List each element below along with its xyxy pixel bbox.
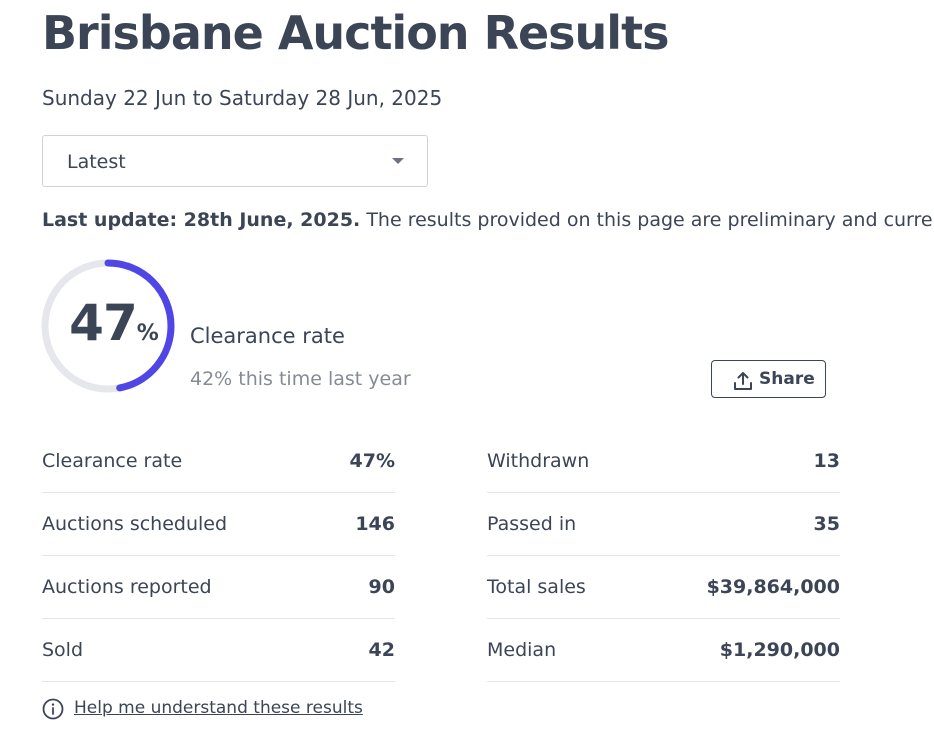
share-button-label: Share	[759, 369, 815, 389]
stat-row-median: Median $1,290,000	[487, 619, 840, 682]
stat-label: Median	[487, 639, 557, 661]
stat-row-auctions-reported: Auctions reported 90	[42, 556, 395, 619]
stat-label: Auctions reported	[42, 576, 212, 598]
stat-value: 47%	[349, 450, 395, 472]
stat-row-auctions-scheduled: Auctions scheduled 146	[42, 493, 395, 556]
stat-label: Clearance rate	[42, 450, 183, 472]
stat-label: Total sales	[487, 576, 586, 598]
clearance-gauge-value: 47%	[38, 294, 190, 352]
stat-value: 13	[813, 450, 840, 472]
stat-value: $1,290,000	[719, 639, 840, 661]
stats-table-right: Withdrawn 13 Passed in 35 Total sales $3…	[487, 430, 840, 682]
period-select[interactable]: Latest	[42, 135, 428, 187]
date-range: Sunday 22 Jun to Saturday 28 Jun, 2025	[42, 86, 443, 110]
clearance-last-year: 42% this time last year	[190, 368, 411, 390]
clearance-percent-sign: %	[136, 321, 159, 346]
stat-label: Passed in	[487, 513, 577, 535]
stat-label: Sold	[42, 639, 84, 661]
update-notice: Last update: 28th June, 2025. The result…	[42, 209, 934, 231]
stat-label: Auctions scheduled	[42, 513, 228, 535]
stat-value: 146	[355, 513, 395, 535]
stat-row-passed-in: Passed in 35	[487, 493, 840, 556]
stat-row-withdrawn: Withdrawn 13	[487, 430, 840, 493]
help-link[interactable]: Help me understand these results	[74, 698, 363, 718]
clearance-percent-number: 47	[69, 294, 138, 352]
caret-down-icon	[392, 158, 404, 164]
page-title: Brisbane Auction Results	[42, 6, 669, 60]
stat-row-clearance-rate: Clearance rate 47%	[42, 430, 395, 493]
stats-table-left: Clearance rate 47% Auctions scheduled 14…	[42, 430, 395, 682]
period-select-value: Latest	[67, 151, 126, 173]
stat-value: 90	[368, 576, 395, 598]
clearance-ring-fill	[41, 259, 175, 393]
info-icon	[42, 698, 64, 720]
share-upload-icon	[734, 372, 752, 390]
stat-row-sold: Sold 42	[42, 619, 395, 682]
stat-label: Withdrawn	[487, 450, 590, 472]
clearance-ring	[41, 259, 175, 393]
update-notice-text: The results provided on this page are pr…	[366, 209, 934, 231]
clearance-rate-label: Clearance rate	[190, 324, 345, 348]
update-notice-date: Last update: 28th June, 2025.	[42, 209, 361, 231]
clearance-gauge: 47%	[38, 256, 178, 396]
stat-value: 42	[368, 639, 395, 661]
stat-value: 35	[813, 513, 840, 535]
stat-row-total-sales: Total sales $39,864,000	[487, 556, 840, 619]
stat-value: $39,864,000	[706, 576, 840, 598]
share-button[interactable]: Share	[711, 360, 826, 398]
